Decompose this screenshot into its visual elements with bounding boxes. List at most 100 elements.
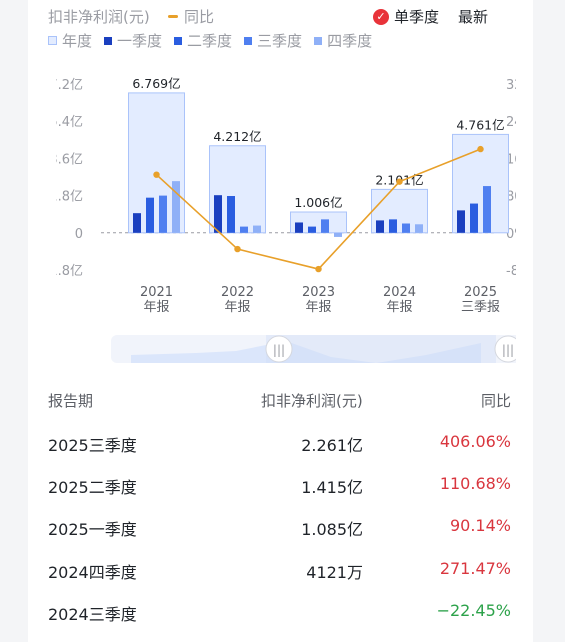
row-value: 4121万: [306, 563, 363, 582]
legend-label: 二季度: [187, 32, 233, 50]
legend-swatch-icon: [48, 36, 57, 45]
legend: 年度 一季度 二季度 三季度 四季度: [48, 30, 372, 51]
yoy-point: [477, 145, 484, 153]
handle-grip-icon: |||: [502, 343, 514, 357]
col-header-period: 报告期: [48, 392, 94, 410]
x-tick-label: 年报: [224, 300, 250, 315]
legend-item-q2[interactable]: 二季度: [174, 30, 232, 51]
row-value: 1.085亿: [301, 520, 363, 539]
row-period: 2024四季度: [48, 563, 137, 582]
range-slider-handle: [494, 335, 516, 363]
yoy-legend-label: 同比: [184, 8, 215, 26]
quarter-bar: [470, 203, 478, 233]
annual-value-label: 6.769亿: [132, 76, 180, 91]
x-tick-label: 三季报: [461, 300, 500, 315]
col-header-value: 扣非净利润(元): [261, 392, 363, 410]
quarter-bar: [483, 186, 491, 233]
quarter-bar: [146, 197, 154, 233]
latest-button[interactable]: 最新: [458, 8, 489, 26]
legend-item-q4[interactable]: 四季度: [314, 30, 372, 51]
yoy-point: [396, 178, 403, 185]
y2-tick-label: 240%: [506, 115, 516, 130]
row-period: 2025二季度: [48, 478, 137, 497]
row-yoy: −22.45%: [436, 601, 511, 620]
x-tick-label: 年报: [386, 300, 412, 315]
quarter-bar: [308, 226, 316, 233]
quarter-bar: [172, 181, 180, 233]
row-yoy: 406.06%: [439, 432, 511, 451]
quarter-bar: [376, 220, 384, 233]
quarter-bar: [389, 219, 397, 233]
y-tick-label: 5.4亿: [56, 115, 83, 130]
row-value: 2.261亿: [301, 436, 363, 455]
metric-title: 扣非净利润(元): [48, 8, 150, 26]
x-tick-label: 年报: [305, 300, 331, 315]
x-tick-label: 2022: [221, 285, 254, 300]
check-icon: ✓: [373, 8, 389, 25]
y2-tick-label: -80%: [506, 264, 516, 279]
range-slider-window: [266, 335, 496, 363]
y2-tick-label: 320%: [506, 78, 516, 93]
annual-value-label: 4.761亿: [456, 117, 504, 132]
y-tick-label: 3.6亿: [56, 152, 83, 167]
y2-tick-label: 160%: [506, 152, 516, 167]
single-quarter-label: 单季度: [394, 8, 440, 26]
row-yoy: 271.47%: [439, 559, 511, 578]
annual-value-label: 4.212亿: [213, 129, 261, 144]
legend-item-q3[interactable]: 三季度: [244, 30, 302, 51]
quarter-bar: [334, 232, 342, 237]
handle-grip-icon: |||: [273, 343, 285, 357]
quarter-bar: [133, 213, 141, 233]
legend-label: 年度: [62, 32, 93, 50]
row-period: 2024三季度: [48, 605, 137, 624]
x-tick-label: 2024: [383, 285, 416, 300]
yoy-legend: 同比: [168, 6, 214, 27]
row-yoy: 110.68%: [439, 474, 511, 493]
quarter-bar: [321, 219, 329, 233]
quarter-bar: [253, 225, 261, 233]
yoy-line-icon: [168, 15, 178, 18]
legend-label: 三季度: [257, 32, 303, 50]
legend-label: 四季度: [327, 32, 373, 50]
col-header-yoy: 同比: [480, 392, 511, 410]
yoy-point: [153, 171, 160, 178]
range-slider-handle: [265, 335, 293, 363]
range-slider-sparkline: [131, 341, 481, 363]
yoy-point: [315, 265, 322, 273]
quarter-bar: [214, 195, 222, 233]
quarter-bar: [240, 226, 248, 233]
quarter-bar: [415, 224, 423, 233]
legend-item-q1[interactable]: 一季度: [104, 30, 162, 51]
chart-card: 扣非净利润(元) 同比 ✓ 单季度 最新 年度 一季度 二季度 三季度 四季度 …: [28, 0, 533, 642]
x-tick-label: 2025: [464, 285, 497, 300]
y-tick-label: 0: [75, 227, 83, 242]
row-value: 1.415亿: [301, 478, 363, 497]
x-tick-label: 2021: [140, 285, 173, 300]
legend-label: 一季度: [117, 32, 163, 50]
quarter-bar: [227, 196, 235, 233]
y2-tick-label: 80%: [506, 190, 516, 205]
legend-swatch-icon: [314, 36, 323, 45]
y2-tick-label: 0%: [506, 227, 516, 242]
y-tick-label: 1.8亿: [56, 190, 83, 205]
legend-item-annual[interactable]: 年度: [48, 30, 92, 51]
y-tick-label: 7.2亿: [56, 78, 83, 93]
legend-swatch-icon: [174, 36, 183, 45]
x-tick-label: 年报: [143, 300, 169, 315]
x-tick-label: 2023: [302, 285, 335, 300]
annual-bar: [290, 211, 347, 234]
legend-swatch-icon: [104, 36, 113, 45]
quarter-bar: [457, 210, 465, 233]
quarter-bar: [295, 222, 303, 233]
single-quarter-toggle[interactable]: ✓ 单季度: [373, 6, 439, 27]
row-period: 2025三季度: [48, 436, 137, 455]
legend-swatch-icon: [244, 36, 253, 45]
row-yoy: 90.14%: [449, 516, 511, 535]
annual-value-label: 1.006亿: [294, 195, 342, 210]
y-tick-label: -1.8亿: [56, 264, 83, 279]
quarter-bar: [402, 223, 410, 233]
profit-chart: -1.8亿 0 1.8亿 3.6亿 5.4亿 7.2亿 -80% 0% 80% 160% 240% 3…: [56, 76, 516, 363]
yoy-point: [234, 245, 241, 253]
quarter-bar: [159, 195, 167, 233]
row-period: 2025一季度: [48, 520, 137, 539]
